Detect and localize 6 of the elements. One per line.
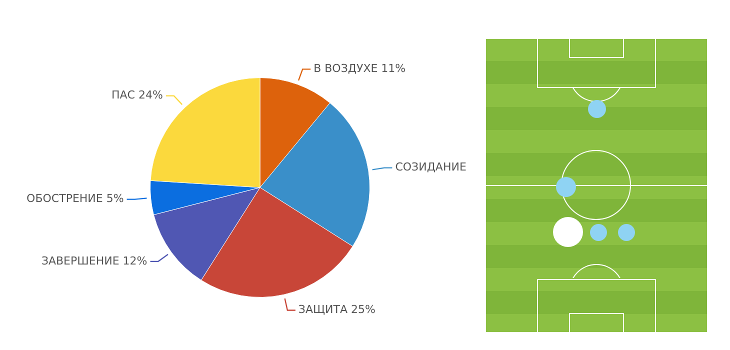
slice-label: ЗАЩИТА 25%: [298, 303, 376, 316]
slice-label: СОЗИДАНИЕ: [395, 160, 466, 174]
slice-label: В ВОЗДУХЕ 11%: [314, 62, 406, 76]
slice-label: ЗАВЕРШЕНИЕ 12%: [41, 254, 148, 268]
slice-label: ОБОСТРЕНИЕ 5%: [26, 192, 124, 206]
slice-label: ПАС 24%: [111, 88, 163, 102]
